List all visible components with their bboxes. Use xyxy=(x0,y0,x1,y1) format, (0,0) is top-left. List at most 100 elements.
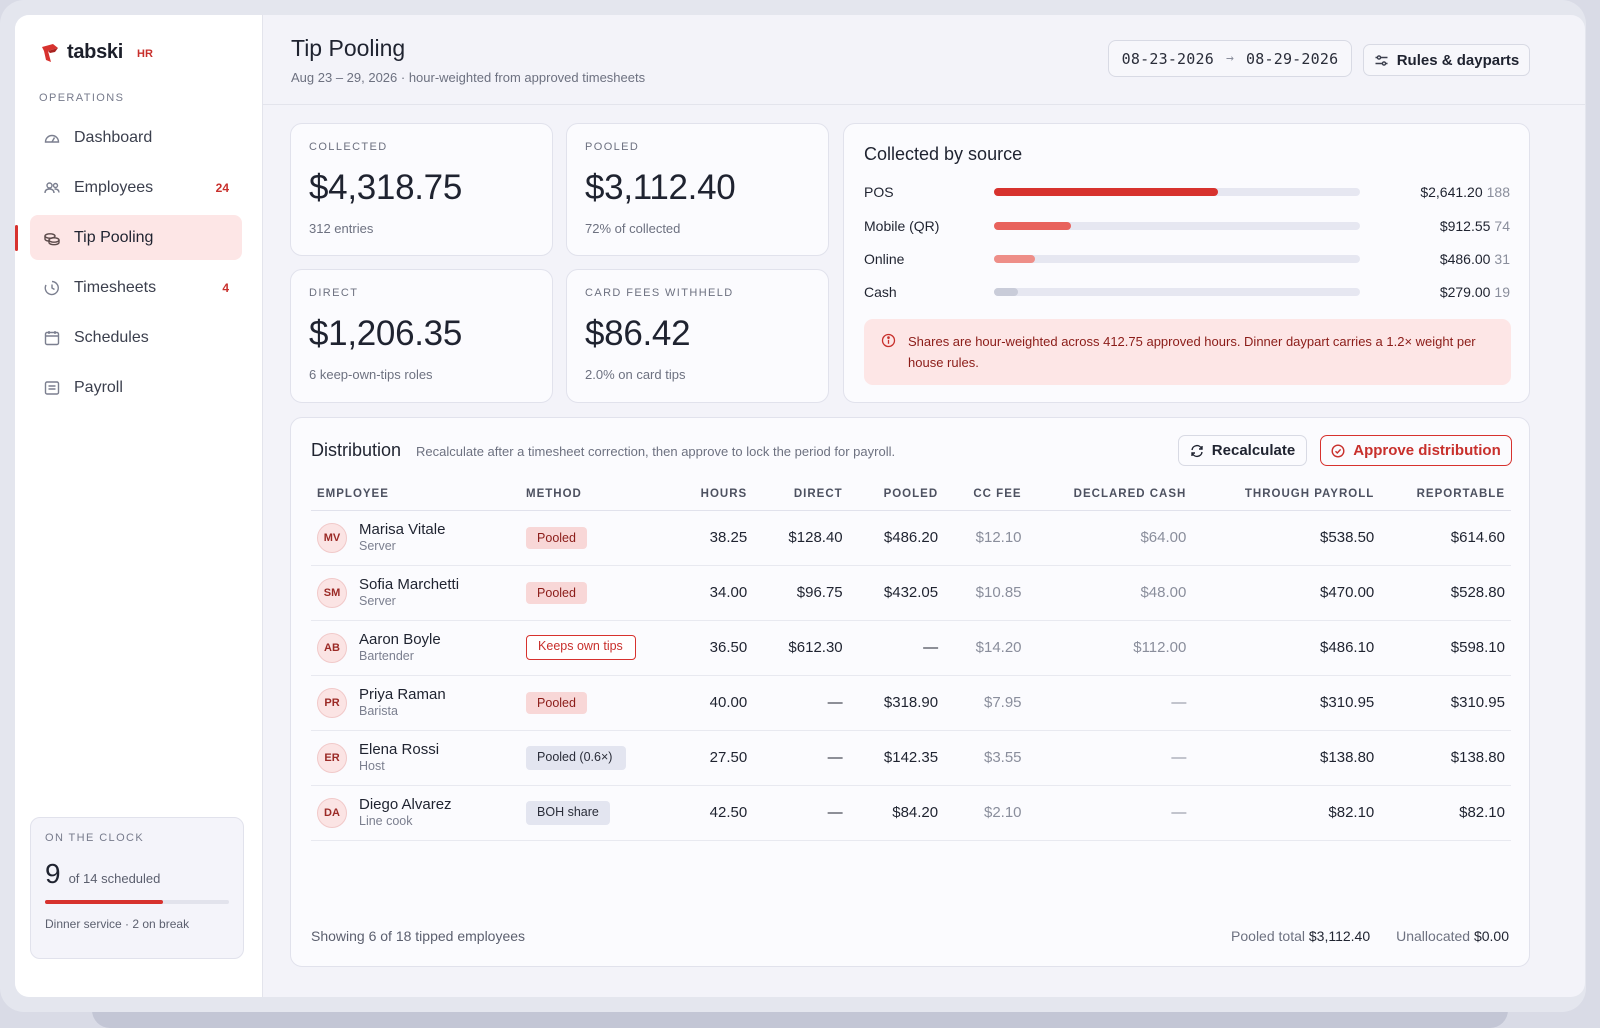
pooled-cell: $486.20 xyxy=(848,510,945,566)
source-count: 188 xyxy=(1486,184,1510,200)
stat-sub: 72% of collected xyxy=(585,221,681,236)
method-badge: Pooled xyxy=(526,526,587,549)
table-row[interactable]: MV Marisa Vitale Server Pooled 38.25 $128.… xyxy=(311,510,1511,566)
clock-note: Dinner service · 2 on break xyxy=(45,917,190,931)
declared-cash-cell: — xyxy=(1027,730,1193,786)
check-circle-icon xyxy=(1331,443,1345,458)
sidebar: tabski HR OPERATIONS Dashboard Employees… xyxy=(15,15,263,997)
hours-cell: 38.25 xyxy=(660,510,754,566)
page-header: Tip Pooling Aug 23 – 29, 2026 · hour-wei… xyxy=(263,15,1585,105)
column-header[interactable]: CC FEE xyxy=(944,478,1028,511)
method-badge: BOH share xyxy=(526,800,611,825)
direct-cell: — xyxy=(753,730,849,786)
column-header[interactable]: METHOD xyxy=(520,478,661,511)
declared-cash-cell: — xyxy=(1027,675,1193,731)
cc-fee-cell: $12.10 xyxy=(944,510,1028,566)
pooled-cell: $318.90 xyxy=(848,675,945,731)
sidebar-item-employees[interactable]: Employees 24 xyxy=(30,165,242,210)
clock-count: 9 xyxy=(45,858,61,889)
clock-scheduled: of 14 scheduled xyxy=(68,871,161,886)
showing-count: Showing 6 of 18 tipped employees xyxy=(311,928,526,944)
column-header[interactable]: HOURS xyxy=(660,478,754,511)
pooled-total-value: $3,112.40 xyxy=(1308,928,1371,944)
column-header[interactable]: POOLED xyxy=(848,478,945,511)
source-name: Online xyxy=(864,251,905,267)
source-amount: $279.00 xyxy=(1439,284,1491,300)
distribution-card: Distribution Recalculate after a timeshe… xyxy=(290,417,1530,967)
count-badge: 4 xyxy=(222,280,229,295)
stat-value: $4,318.75 xyxy=(309,168,463,207)
employee-role: Server xyxy=(359,538,396,553)
avatar: SM xyxy=(317,577,347,608)
date-range-picker[interactable]: 08-23-2026 → 08-29-2026 xyxy=(1108,40,1352,77)
info-icon xyxy=(881,333,896,348)
date-start: 08-23-2026 xyxy=(1121,49,1214,68)
through-payroll-cell: $470.00 xyxy=(1192,565,1381,621)
stat-value: $1,206.35 xyxy=(309,314,463,353)
brand-name: tabski xyxy=(67,41,124,63)
refresh-icon xyxy=(1190,444,1204,458)
sidebar-item-label: Payroll xyxy=(74,378,123,396)
brand[interactable]: tabski HR xyxy=(39,41,153,64)
sidebar-item-tip-pooling[interactable]: Tip Pooling xyxy=(15,215,242,260)
avatar: ER xyxy=(317,742,347,773)
column-header[interactable]: THROUGH PAYROLL xyxy=(1192,478,1381,511)
table-row[interactable]: ER Elena Rossi Host Pooled (0.6×) 27.50 — … xyxy=(311,730,1511,786)
direct-cell: $612.30 xyxy=(753,620,849,676)
pooled-cell: $142.35 xyxy=(848,730,945,786)
sidebar-item-schedules[interactable]: Schedules xyxy=(30,315,242,360)
stat-label: DIRECT xyxy=(309,287,359,299)
avatar: AB xyxy=(317,632,347,663)
source-bar xyxy=(994,255,1360,263)
avatar: MV xyxy=(317,522,347,553)
column-header[interactable]: DIRECT xyxy=(753,478,849,511)
reportable-cell: $614.60 xyxy=(1380,510,1511,566)
stat-card-collected: COLLECTED $4,318.75 312 entries xyxy=(290,123,553,256)
source-name: Mobile (QR) xyxy=(864,218,940,234)
through-payroll-cell: $138.80 xyxy=(1192,730,1381,786)
approve-distribution-button[interactable]: Approve distribution xyxy=(1320,435,1512,466)
recalculate-button[interactable]: Recalculate xyxy=(1178,435,1307,466)
device-frame: tabski HR OPERATIONS Dashboard Employees… xyxy=(0,0,1586,1012)
declared-cash-cell: $48.00 xyxy=(1027,565,1193,621)
totals-summary: Pooled total $3,112.40 Unallocated $0.00 xyxy=(1231,928,1509,944)
unallocated-value: $0.00 xyxy=(1473,928,1509,944)
table-row[interactable]: SM Sofia Marchetti Server Pooled 34.00 $96… xyxy=(311,565,1511,621)
unallocated-label: Unallocated xyxy=(1396,928,1471,944)
pooled-cell: — xyxy=(848,620,945,676)
source-bar-fill xyxy=(994,222,1072,230)
sidebar-item-dashboard[interactable]: Dashboard xyxy=(30,115,242,160)
through-payroll-cell: $82.10 xyxy=(1192,785,1381,841)
column-header[interactable]: EMPLOYEE xyxy=(311,478,521,511)
stat-label: COLLECTED xyxy=(309,141,388,153)
clock-icon xyxy=(43,279,61,297)
table-row[interactable]: AB Aaron Boyle Bartender Keeps own tips 36… xyxy=(311,620,1511,676)
column-header[interactable]: REPORTABLE xyxy=(1380,478,1511,511)
table-row[interactable]: DA Diego Alvarez Line cook BOH share 42.50… xyxy=(311,785,1511,841)
sidebar-item-payroll[interactable]: Payroll xyxy=(30,365,242,410)
source-count: 19 xyxy=(1494,284,1510,300)
avatar: PR xyxy=(317,687,347,718)
direct-cell: — xyxy=(753,675,849,731)
reportable-cell: $138.80 xyxy=(1380,730,1511,786)
source-bar-fill xyxy=(994,188,1218,196)
reportable-cell: $82.10 xyxy=(1380,785,1511,841)
employee-role: Host xyxy=(359,758,385,773)
table-row[interactable]: PR Priya Raman Barista Pooled 40.00 — $318… xyxy=(311,675,1511,731)
stat-card-direct: DIRECT $1,206.35 6 keep-own-tips roles xyxy=(290,269,553,403)
rules-dayparts-button[interactable]: Rules & dayparts xyxy=(1363,44,1530,76)
pooled-cell: $432.05 xyxy=(848,565,945,621)
notice-text: Shares are hour-weighted across 412.75 a… xyxy=(908,334,1476,370)
app-window: tabski HR OPERATIONS Dashboard Employees… xyxy=(15,15,1585,997)
employee-name: Elena Rossi xyxy=(359,740,440,758)
sidebar-item-label: Dashboard xyxy=(74,128,153,146)
source-amount: $2,641.20 xyxy=(1420,184,1483,200)
source-bar-fill xyxy=(994,288,1018,296)
column-header[interactable]: DECLARED CASH xyxy=(1027,478,1193,511)
employee-role: Line cook xyxy=(359,813,413,828)
clock-label: ON THE CLOCK xyxy=(45,832,145,844)
declared-cash-cell: $112.00 xyxy=(1027,620,1193,676)
sidebar-item-timesheets[interactable]: Timesheets 4 xyxy=(30,265,242,310)
cc-fee-cell: $2.10 xyxy=(944,785,1028,841)
source-amount: $486.00 xyxy=(1439,251,1491,267)
